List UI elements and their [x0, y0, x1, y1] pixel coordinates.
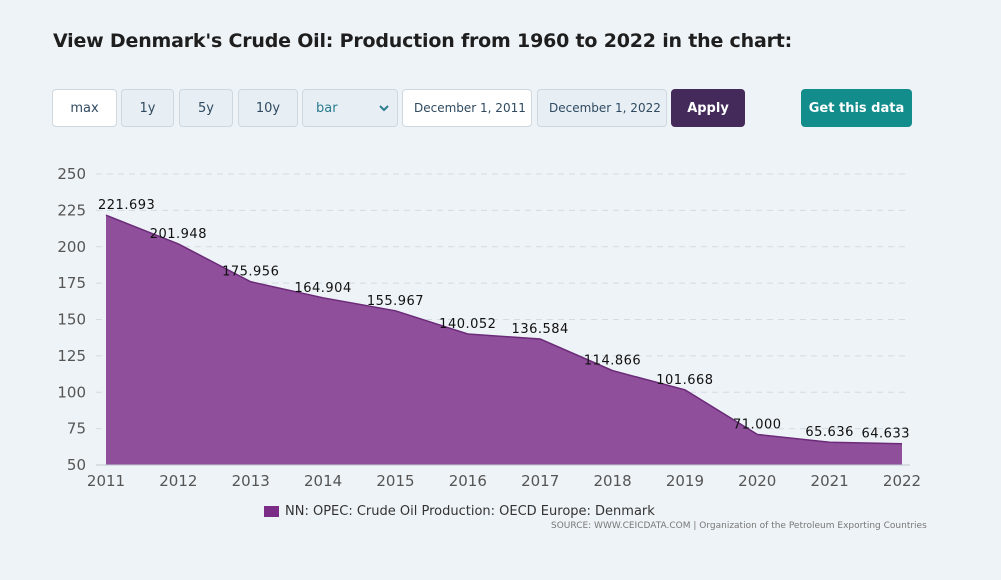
data-label: 65.636: [805, 425, 854, 440]
end-date-input[interactable]: December 1, 2022: [537, 89, 667, 127]
apply-button[interactable]: Apply: [671, 89, 745, 127]
get-data-button[interactable]: Get this data: [801, 89, 912, 127]
range-5y-button[interactable]: 5y: [179, 89, 233, 127]
x-tick-label: 2020: [738, 472, 776, 490]
data-label: 164.904: [294, 281, 351, 296]
page-title: View Denmark's Crude Oil: Production fro…: [53, 30, 793, 52]
legend-swatch: [264, 506, 279, 517]
x-tick-label: 2013: [232, 472, 270, 490]
area-series: [105, 214, 903, 465]
chart-type-select[interactable]: bar: [302, 89, 398, 127]
area-fill: [106, 215, 902, 465]
x-tick-label: 2011: [87, 472, 125, 490]
data-label: 71.000: [733, 417, 782, 432]
data-label: 175.956: [222, 265, 279, 280]
range-max-button[interactable]: max: [52, 89, 117, 127]
y-tick-label: 150: [57, 311, 86, 329]
chevron-down-icon: [379, 105, 389, 112]
chart-type-value: bar: [316, 100, 338, 116]
data-label: 140.052: [439, 317, 496, 332]
data-label: 155.967: [367, 294, 424, 309]
source-note: SOURCE: WWW.CEICDATA.COM | Organization …: [551, 521, 927, 531]
y-tick-label: 175: [57, 274, 86, 292]
x-tick-label: 2017: [521, 472, 559, 490]
legend[interactable]: NN: OPEC: Crude Oil Production: OECD Eur…: [264, 504, 655, 519]
x-tick-label: 2018: [593, 472, 631, 490]
y-tick-label: 75: [67, 420, 86, 438]
x-tick-label: 2019: [666, 472, 704, 490]
x-tick-label: 2014: [304, 472, 342, 490]
range-1y-button[interactable]: 1y: [121, 89, 174, 127]
legend-label: NN: OPEC: Crude Oil Production: OECD Eur…: [285, 504, 655, 519]
x-tick-label: 2012: [159, 472, 197, 490]
data-label: 136.584: [512, 322, 569, 337]
area-line: [105, 214, 903, 445]
x-tick-label: 2022: [883, 472, 921, 490]
data-label: 201.948: [150, 227, 207, 242]
y-tick-label: 250: [57, 165, 86, 183]
y-axis: 50 75 100 125 150 175 200 225 250: [57, 165, 86, 474]
data-label: 114.866: [584, 354, 641, 369]
area-chart: 221.693 201.948 175.956 164.904 155.967 140.0…: [57, 165, 921, 490]
data-label: 101.668: [656, 373, 713, 388]
data-labels: 221.693 201.948 175.956 164.904 155.967 140.0…: [98, 198, 910, 442]
y-tick-label: 225: [57, 201, 86, 219]
data-label: 64.633: [862, 427, 911, 442]
data-label: 221.693: [98, 198, 155, 213]
y-tick-label: 200: [57, 238, 86, 256]
y-tick-label: 50: [67, 456, 86, 474]
y-tick-label: 100: [57, 383, 86, 401]
x-axis: 2011 2012 2013 2014 2015 2016 2017 2018 2019 2020…: [87, 464, 921, 490]
range-10y-button[interactable]: 10y: [238, 89, 298, 127]
x-tick-label: 2015: [376, 472, 414, 490]
start-date-input[interactable]: December 1, 2011: [402, 89, 532, 127]
y-tick-label: 125: [57, 347, 86, 365]
x-tick-label: 2016: [449, 472, 487, 490]
x-tick-label: 2021: [811, 472, 849, 490]
